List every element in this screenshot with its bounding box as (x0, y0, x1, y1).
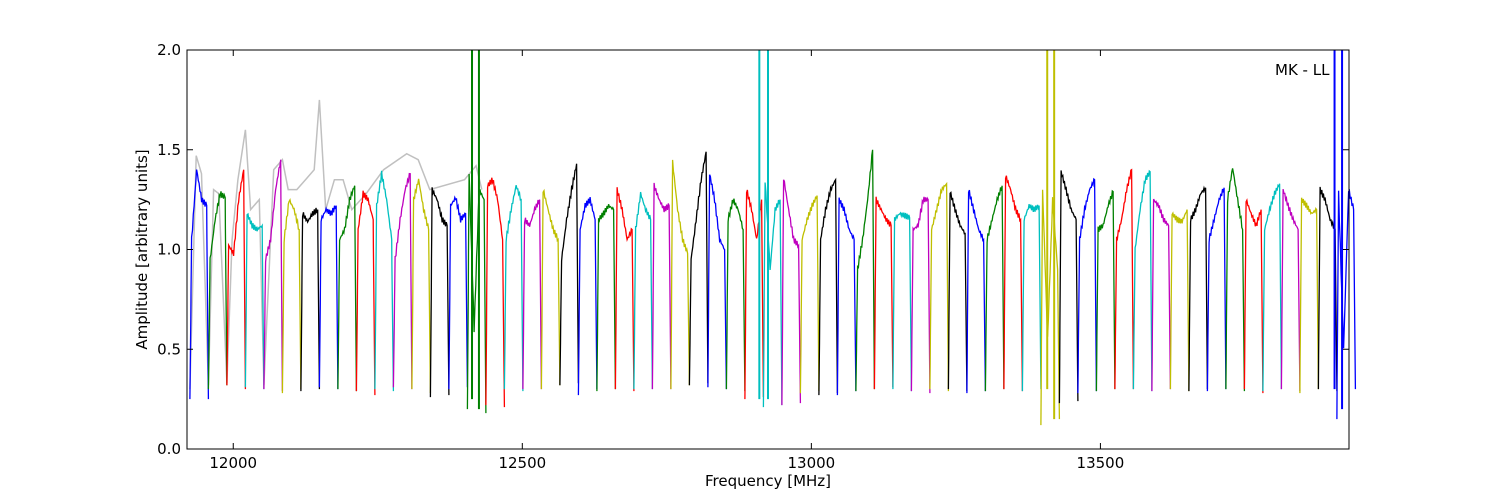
channel-line-28 (707, 174, 728, 390)
channel-line-56 (1225, 168, 1246, 392)
channel-line-21 (577, 197, 598, 396)
channel-line-59 (1280, 188, 1301, 392)
channel-line-55 (1206, 187, 1227, 392)
channel-line-40 (929, 181, 950, 392)
channel-line-36 (855, 149, 876, 392)
channel-line-31 (762, 182, 783, 408)
channel-line-13 (429, 187, 450, 398)
channel-line-45 (1021, 203, 1042, 392)
channel-line-2 (226, 169, 247, 390)
channel-line-48 (1077, 177, 1098, 394)
y-tick-label: 1.0 (157, 241, 181, 259)
channel-line-58 (1262, 183, 1283, 392)
background-series-line (189, 99, 483, 390)
y-tick-label: 0.0 (157, 440, 181, 458)
channel-line-8 (337, 185, 358, 392)
channel-line-4 (263, 159, 284, 392)
channel-line-7 (318, 205, 339, 390)
channel-line-43 (984, 185, 1005, 392)
y-axis-label: Amplitude [arbitrary units] (133, 149, 151, 349)
x-axis-ticks: 12000 12500 13000 13500 (209, 50, 1124, 472)
channel-series (189, 149, 1357, 426)
channel-line-34 (818, 177, 839, 396)
channel-line-22 (596, 204, 617, 392)
channel-line-60 (1299, 197, 1320, 394)
channel-line-47 (1058, 170, 1079, 404)
channel-line-50 (1114, 168, 1135, 390)
channel-line-62 (1336, 188, 1357, 420)
channel-line-12 (411, 178, 432, 394)
channel-line-32 (781, 179, 802, 406)
rfi-spikes (471, 50, 1344, 420)
channel-line-9 (355, 190, 376, 396)
channel-line-29 (725, 198, 746, 392)
channel-line-53 (1169, 209, 1190, 392)
x-tick-label: 12000 (209, 454, 257, 472)
baseline-annotation: MK - LL (1275, 61, 1330, 79)
channel-line-1 (207, 191, 228, 390)
channel-line-46 (1040, 189, 1061, 426)
x-tick-label: 13500 (1077, 454, 1125, 472)
channel-line-39 (910, 196, 931, 394)
channel-line-15 (466, 173, 487, 414)
x-tick-label: 13000 (787, 454, 835, 472)
channel-line-35 (836, 197, 857, 396)
channel-line-3 (244, 212, 265, 390)
channel-line-19 (540, 188, 561, 390)
channel-line-54 (1188, 185, 1209, 392)
x-tick-label: 12500 (498, 454, 546, 472)
channel-line-10 (374, 170, 395, 392)
channel-line-49 (1095, 189, 1116, 392)
channel-line-11 (392, 172, 413, 390)
channel-line-6 (300, 207, 321, 392)
channel-line-24 (633, 191, 654, 390)
x-axis-label: Frequency [MHz] (705, 472, 831, 490)
channel-line-42 (966, 189, 987, 394)
channel-line-16 (485, 177, 506, 408)
y-axis-ticks: 0.0 0.5 1.0 1.5 2.0 (157, 41, 1349, 458)
channel-line-20 (559, 163, 580, 386)
channel-line-18 (522, 199, 543, 390)
y-tick-label: 2.0 (157, 41, 181, 59)
channel-line-52 (1151, 198, 1172, 392)
channel-line-41 (947, 191, 968, 392)
channel-line-26 (670, 159, 691, 390)
y-tick-label: 0.5 (157, 340, 181, 358)
channel-line-37 (873, 196, 894, 390)
channel-line-33 (799, 195, 820, 394)
background-series (189, 99, 483, 390)
channel-line-44 (1003, 175, 1024, 392)
channel-line-0 (189, 169, 210, 400)
channel-line-30 (744, 189, 765, 400)
channel-line-38 (892, 211, 913, 392)
channel-line-27 (688, 151, 709, 386)
y-tick-label: 1.5 (157, 141, 181, 159)
channel-line-51 (1132, 169, 1153, 392)
channel-line-5 (281, 198, 302, 394)
channel-line-17 (503, 185, 524, 392)
channel-line-57 (1243, 198, 1264, 394)
channel-line-25 (651, 182, 672, 390)
channel-line-14 (448, 195, 469, 390)
channel-line-23 (614, 187, 635, 392)
